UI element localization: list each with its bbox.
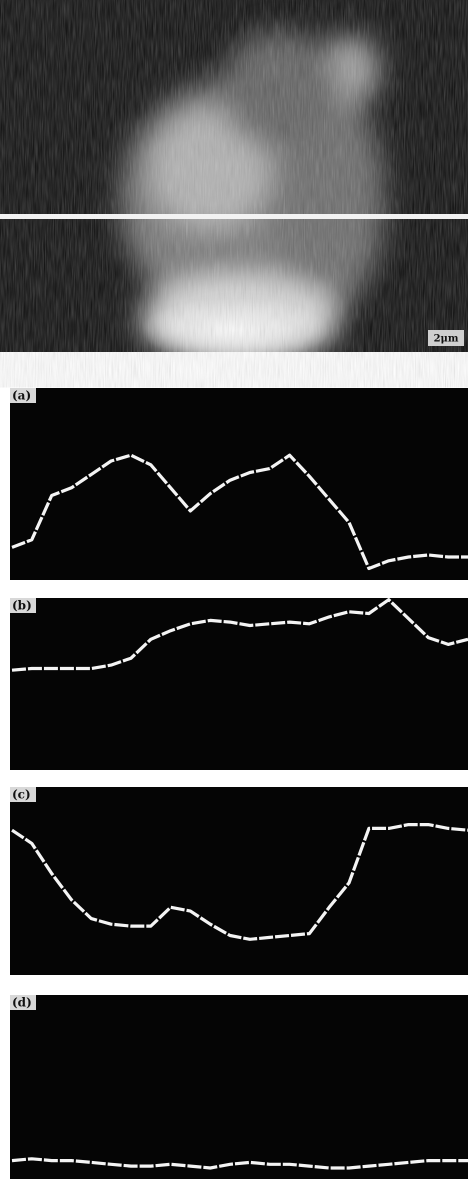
panel-label: (a) [12,389,31,403]
panel-background [10,995,468,1179]
panel-label: (c) [12,788,31,802]
panel-label: (b) [12,599,32,613]
panel-background [10,787,468,975]
line-scan-panel: (d) [10,995,468,1179]
panel-label: (d) [12,996,32,1010]
micrograph: 2μm [0,0,468,365]
figure: 2μm (a) (b) (c) (d) [0,0,468,1179]
line-scan-panel: (a) [10,388,468,580]
scan-line [0,214,468,219]
scale-bar-label: 2μm [434,334,459,345]
line-scan-panel: (b) [10,598,468,770]
line-scan-panel: (c) [10,787,468,975]
panel-background [10,598,468,770]
